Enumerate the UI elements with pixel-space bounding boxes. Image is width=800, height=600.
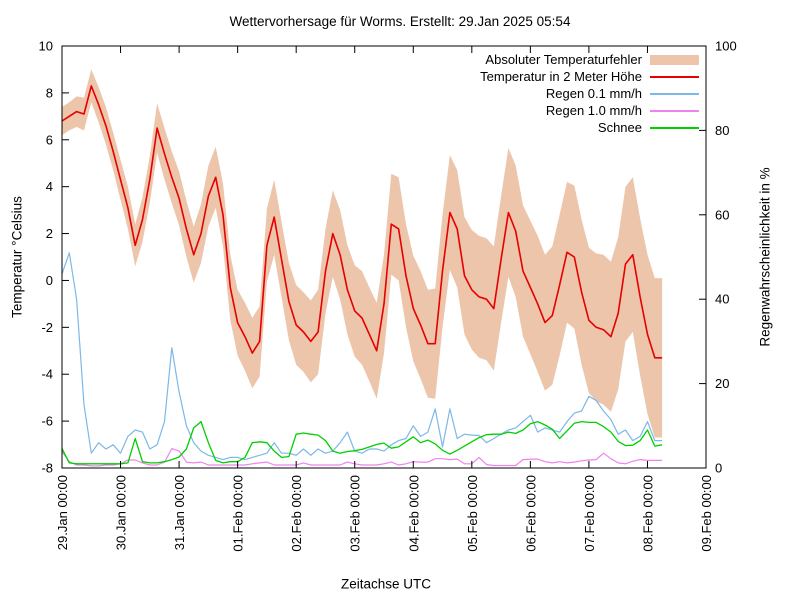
x-tick-label: 06.Feb 00:00 — [523, 475, 538, 552]
x-tick-label: 03.Feb 00:00 — [348, 475, 363, 552]
y-left-tick-label: -6 — [41, 414, 53, 429]
x-tick-label: 08.Feb 00:00 — [640, 475, 655, 552]
y-right-tick-label: 20 — [715, 376, 729, 391]
blue-line-swatch-icon — [650, 92, 699, 95]
y-right-tick-label: 80 — [715, 123, 729, 138]
y-right-tick-label: 40 — [715, 292, 729, 307]
violet-line-swatch-icon — [650, 109, 699, 112]
plot-border — [61, 45, 707, 469]
legend: Absoluter Temperaturfehler Temperatur in… — [480, 51, 699, 136]
y-left-tick-label: -2 — [41, 320, 53, 335]
y-left-tick-label: 6 — [46, 132, 53, 147]
x-axis-label: Zeitachse UTC — [340, 576, 432, 592]
temperature-line — [61, 85, 663, 359]
red-line-swatch-icon — [650, 75, 699, 78]
rain-01-line — [61, 252, 663, 461]
y-left-tick-label: 2 — [46, 226, 53, 241]
x-tick-label: 09.Feb 00:00 — [699, 475, 714, 552]
band-swatch-icon — [650, 54, 699, 65]
x-tick-label: 30.Jan 00:00 — [114, 475, 129, 550]
y-right-tick-label: 0 — [715, 461, 722, 476]
rain-10-line — [61, 448, 663, 467]
legend-row-temperature: Temperatur in 2 Meter Höhe — [480, 68, 699, 85]
x-tick-label: 04.Feb 00:00 — [406, 475, 421, 552]
green-line-swatch-icon — [650, 126, 699, 129]
y-left-tick-label: 4 — [46, 179, 53, 194]
x-tick-label: 29.Jan 00:00 — [55, 475, 70, 550]
legend-label-rain-01: Regen 0.1 mm/h — [545, 86, 642, 101]
legend-row-snow: Schnee — [480, 119, 699, 136]
x-tick-label: 02.Feb 00:00 — [289, 475, 304, 552]
y-left-tick-label: 8 — [46, 85, 53, 100]
legend-label-rain-10: Regen 1.0 mm/h — [545, 103, 642, 118]
y-left-tick-label: -8 — [41, 461, 53, 476]
x-tick-label: 31.Jan 00:00 — [172, 475, 187, 550]
left-axis-label: Temperatur °Celsius — [9, 196, 25, 318]
snow-line — [61, 420, 663, 465]
y-left-tick-label: -4 — [41, 367, 53, 382]
chart-title: Wettervorhersage für Worms. Erstellt: 29… — [229, 14, 571, 29]
legend-label-temperature-error: Absoluter Temperaturfehler — [485, 52, 642, 67]
right-axis-label: Regenwahrscheinlichkeit in % — [757, 167, 773, 347]
y-right-tick-label: 100 — [715, 39, 737, 54]
temperature-error-band — [62, 69, 663, 438]
x-tick-label: 07.Feb 00:00 — [582, 475, 597, 552]
x-tick-label: 05.Feb 00:00 — [465, 475, 480, 552]
legend-row-temperature-error: Absoluter Temperaturfehler — [480, 51, 699, 68]
legend-row-rain-01: Regen 0.1 mm/h — [480, 85, 699, 102]
x-tick-label: 01.Feb 00:00 — [231, 475, 246, 552]
legend-row-rain-10: Regen 1.0 mm/h — [480, 102, 699, 119]
legend-label-temperature: Temperatur in 2 Meter Höhe — [480, 69, 642, 84]
y-left-tick-label: 0 — [46, 273, 53, 288]
y-right-tick-label: 60 — [715, 207, 729, 222]
legend-label-snow: Schnee — [597, 120, 642, 135]
y-left-tick-label: 10 — [39, 39, 53, 54]
